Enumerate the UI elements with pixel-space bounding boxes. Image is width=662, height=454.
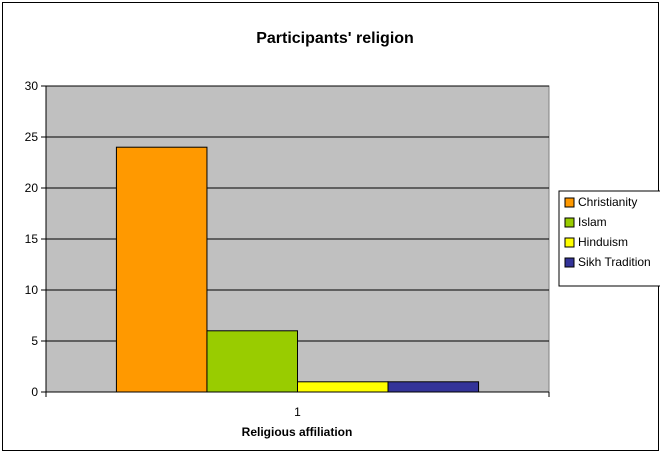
x-axis-title: Religious affiliation	[242, 425, 353, 439]
legend: Christianity Islam Hinduism Sikh Tradition	[558, 190, 660, 287]
y-tick-label: 15	[25, 232, 39, 246]
y-axis-ticks: 0 5 10 15 20 25 30	[25, 79, 46, 399]
y-tick-label: 5	[31, 334, 38, 348]
legend-swatch	[564, 197, 575, 208]
y-tick-label: 30	[25, 79, 39, 93]
y-tick-label: 10	[25, 283, 39, 297]
y-tick-label: 0	[31, 385, 38, 399]
bar-sikh-tradition	[387, 381, 480, 393]
legend-swatch	[564, 257, 575, 268]
bar-islam	[206, 330, 299, 393]
y-tick-label: 20	[25, 181, 39, 195]
legend-label: Christianity	[578, 195, 637, 209]
y-tick-label: 25	[25, 130, 39, 144]
bars	[115, 146, 480, 393]
x-axis-ticks: 1	[45, 392, 550, 419]
x-tick-label: 1	[294, 405, 301, 419]
legend-label: Hinduism	[578, 235, 628, 249]
legend-label: Sikh Tradition	[578, 255, 651, 269]
legend-swatch	[564, 237, 575, 248]
bar-chart: Participants' religion 0 5 10 15 20 25 30 1 Re…	[25, 30, 660, 439]
chart-title: Participants' religion	[256, 30, 414, 47]
bar-hinduism	[297, 381, 389, 393]
legend-box	[558, 190, 660, 287]
bar-christianity	[115, 146, 208, 393]
legend-swatch	[564, 217, 575, 228]
legend-label: Islam	[578, 215, 607, 229]
